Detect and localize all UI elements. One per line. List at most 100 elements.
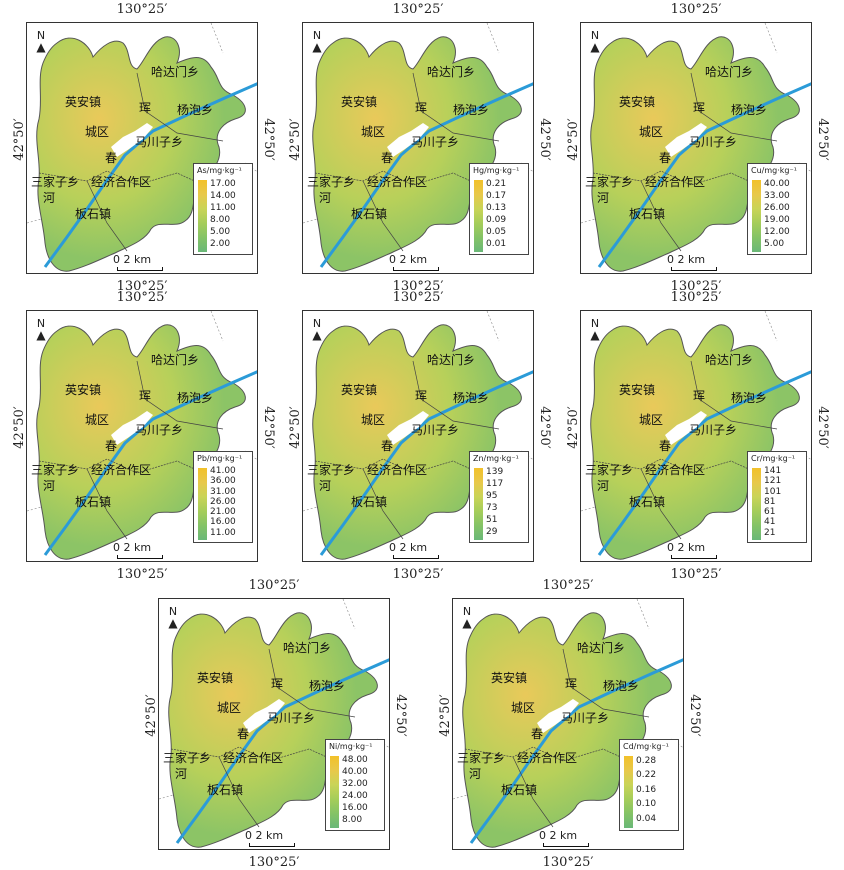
place-label-he: 河: [175, 767, 188, 781]
longitude-label-top: 130°25′: [116, 2, 168, 17]
place-label-jingji: 经济合作区: [223, 751, 284, 765]
map-panel: 130°25′ 130°25′ 42°50′ 42°50′ 英安镇 哈达门乡珲 杨泡…: [438, 578, 702, 870]
map-frame: 英安镇 哈达门乡珲 杨泡乡 城区春 马川子乡 三家子乡河 经济合作区 板石镇 N ▲ 0 2 …: [580, 310, 812, 562]
place-label-banshi: 板石镇: [629, 207, 666, 221]
place-label-hadamen: 哈达门乡: [151, 353, 200, 367]
place-label-hun: 珲: [693, 101, 706, 115]
legend: Hg/mg·kg⁻¹ 0.21 0.17 0.13 0.09 0.05 0.01: [469, 163, 529, 255]
legend-level: 0.22: [636, 770, 657, 781]
legend: Ni/mg·kg⁻¹ 48.00 40.00 32.00 24.00 16.00 8.00: [325, 739, 385, 831]
legend-level: 5.00: [764, 239, 785, 249]
scale-bar: 0 2 km: [113, 253, 163, 271]
place-label-machuanzi: 马川子乡: [411, 423, 460, 437]
map-frame: 英安镇 哈达门乡珲 杨泡乡 城区春 马川子乡 三家子乡河 经济合作区 板石镇 N ▲ 0 2 …: [26, 310, 258, 562]
place-label-machuanzi: 马川子乡: [267, 711, 316, 725]
place-label-chengqu: 城区: [639, 413, 664, 427]
district-boundary: [592, 458, 754, 474]
legend-level: 36.00: [210, 476, 236, 487]
legend-level: 0.16: [636, 784, 657, 795]
place-label-banshi: 板石镇: [75, 495, 112, 509]
longitude-label-bottom: 130°25′: [670, 567, 722, 582]
scale-bar: 0 2 km: [389, 253, 439, 271]
legend-level: 11.00: [210, 527, 236, 538]
legend-levels: 0.28 0.22 0.16 0.10 0.04: [636, 754, 656, 826]
legend-level: 40.00: [764, 179, 790, 189]
north-label: N: [168, 605, 178, 618]
place-label-he: 河: [319, 191, 332, 205]
legend-level: 31.00: [210, 486, 236, 497]
district-boundary: [86, 468, 128, 540]
map-frame: 英安镇 哈达门乡珲 杨泡乡 城区春 马川子乡 三家子乡河 经济合作区 板石镇 N ▲ 0 2 …: [158, 598, 390, 850]
longitude-label-bottom: 130°25′: [116, 567, 168, 582]
district-boundary: [464, 746, 626, 762]
place-label-hadamen: 哈达门乡: [283, 641, 332, 655]
place-label-chun: 春: [381, 439, 394, 453]
place-label-hun: 珲: [139, 101, 152, 115]
legend-level: 32.00: [342, 779, 368, 789]
scale-label: 0 2 km: [113, 541, 152, 554]
place-label-jingji: 经济合作区: [91, 175, 152, 189]
longitude-label-top: 130°25′: [116, 290, 168, 305]
place-label-yangpao: 杨泡乡: [453, 103, 490, 117]
urban-area: [665, 123, 707, 157]
legend-title: Hg/mg·kg⁻¹: [473, 166, 520, 175]
legend-level: 40.00: [342, 767, 368, 777]
latitude-label-left: 42°50′: [143, 694, 159, 737]
legend-title: Ni/mg·kg⁻¹: [329, 742, 373, 751]
district-boundary: [640, 468, 682, 540]
map-panel: 130°25′ 130°25′ 42°50′ 42°50′ 英安镇 哈达门乡珲 杨泡…: [566, 2, 830, 294]
legend-level: 0.17: [486, 191, 507, 201]
district-boundary: [690, 360, 778, 430]
latitude-label-right: 42°50′: [261, 406, 277, 449]
district-boundary: [562, 648, 650, 718]
legend-level: 95: [486, 491, 498, 501]
place-label-yangpao: 杨泡乡: [309, 679, 346, 693]
legend-level: 73: [486, 503, 498, 513]
latitude-label-right: 42°50′: [815, 118, 831, 161]
place-label-yingan: 英安镇: [491, 671, 528, 685]
north-label: N: [36, 29, 46, 42]
map-frame: 英安镇 哈达门乡珲 杨泡乡 城区春 马川子乡 三家子乡河 经济合作区 板石镇 N ▲ 0 2 …: [580, 22, 812, 274]
north-label: N: [312, 29, 322, 42]
scale-label: 0 2 km: [539, 829, 578, 842]
river: [43, 370, 257, 556]
legend-level: 121: [764, 476, 782, 487]
legend-level: 141: [764, 466, 782, 476]
latitude-label-right: 42°50′: [815, 406, 831, 449]
north-arrow-icon: N ▲: [168, 605, 178, 630]
urban-area: [111, 123, 153, 157]
district-boundary: [86, 180, 128, 252]
legend-level: 14.00: [210, 191, 236, 201]
legend-color-ramp: [330, 756, 339, 828]
longitude-label-bottom: 130°25′: [542, 855, 594, 870]
latitude-label-left: 42°50′: [437, 694, 453, 737]
district-boundary: [314, 170, 476, 186]
place-label-machuanzi: 马川子乡: [135, 423, 184, 437]
north-arrow-icon: N ▲: [312, 317, 322, 342]
place-label-hadamen: 哈达门乡: [705, 65, 754, 79]
legend-level: 81: [764, 496, 776, 507]
legend-level: 0.09: [486, 215, 507, 225]
place-label-chengqu: 城区: [511, 701, 536, 715]
legend-level: 33.00: [764, 191, 790, 201]
scale-bar: 0 2 km: [113, 541, 163, 559]
legend-title: Zn/mg·kg⁻¹: [473, 454, 519, 463]
scale-label: 0 2 km: [389, 541, 428, 554]
urban-area: [243, 699, 285, 733]
legend-color-ramp: [752, 180, 761, 252]
place-label-he: 河: [43, 479, 56, 493]
legend-level: 0.05: [486, 227, 507, 237]
scale-bar: 0 2 km: [667, 541, 717, 559]
district-boundary: [38, 170, 200, 186]
district-boundary: [512, 756, 554, 828]
legend-color-ramp: [198, 180, 207, 252]
legend: Pb/mg·kg⁻¹ 41.00 36.00 31.00 26.00 21.00 16.0…: [193, 451, 253, 543]
legend-color-ramp: [474, 180, 483, 252]
river: [319, 370, 533, 556]
place-label-chun: 春: [531, 727, 544, 741]
district-boundary: [170, 746, 332, 762]
place-label-jingji: 经济合作区: [645, 175, 706, 189]
map-svg: [27, 23, 257, 272]
legend-title: Cu/mg·kg⁻¹: [751, 166, 797, 175]
district-boundary: [362, 468, 404, 540]
